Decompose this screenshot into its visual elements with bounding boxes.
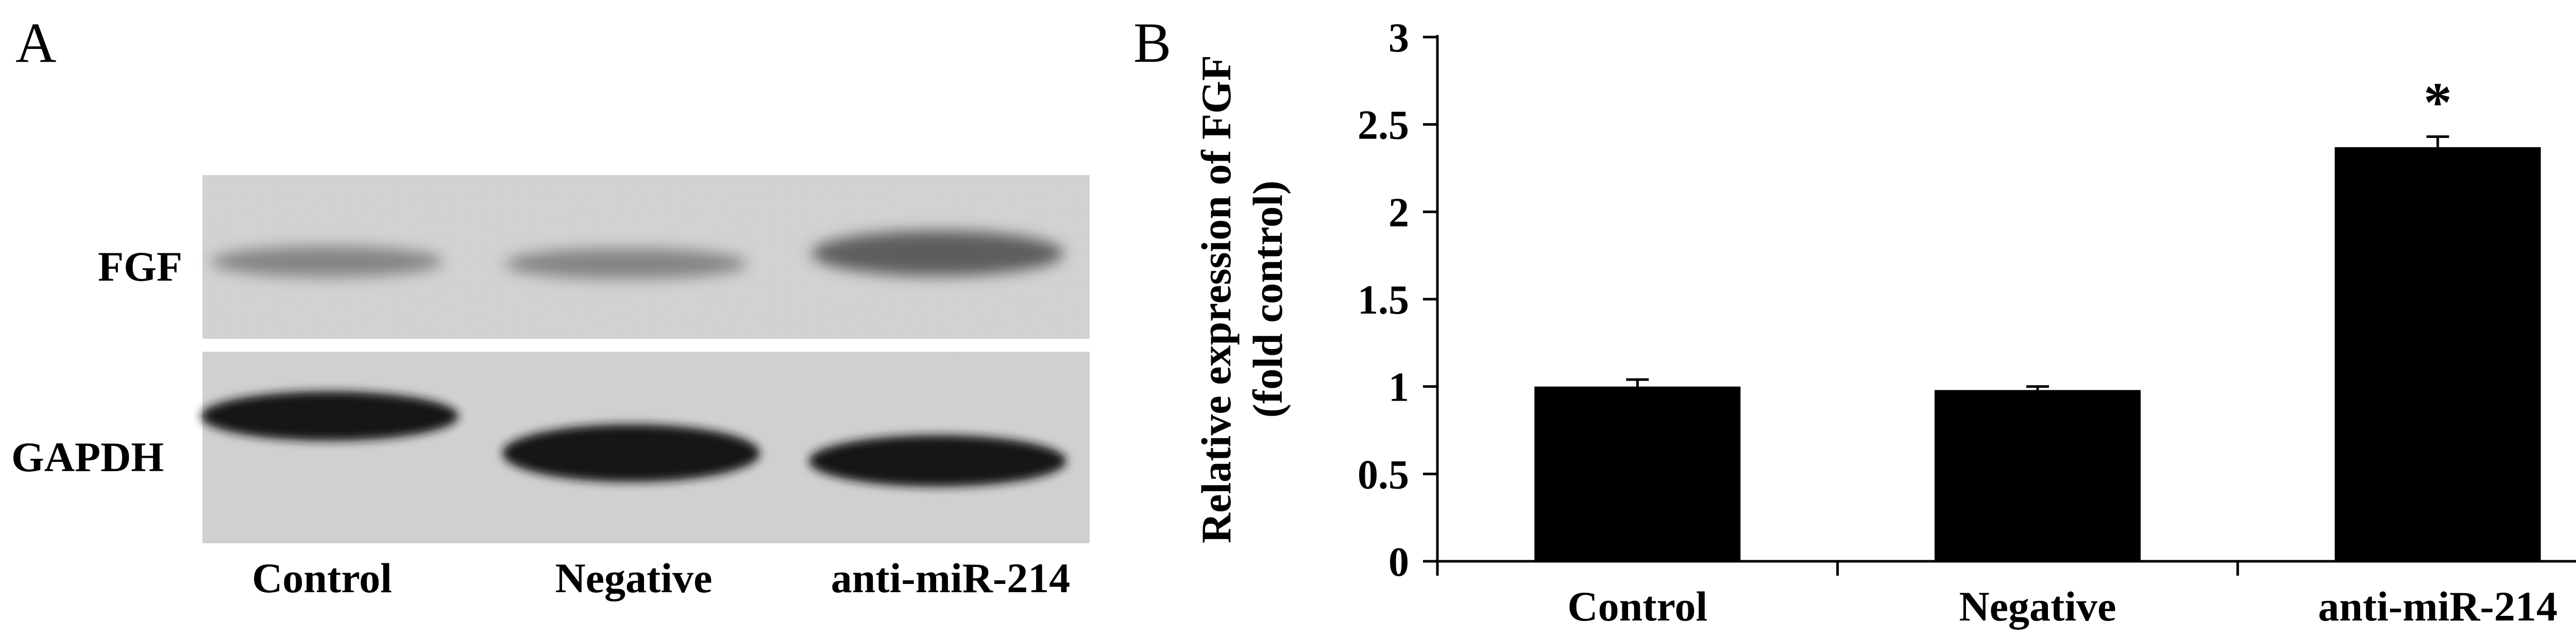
lane-label-negative: Negative	[555, 555, 712, 601]
x-tick-label: Negative	[1959, 583, 2116, 630]
y-tick-label: 3	[1388, 15, 1409, 61]
bar	[2334, 147, 2541, 561]
y-axis-title-line: (fold control)	[1244, 181, 1291, 418]
y-tick-label: 0.5	[1358, 452, 1409, 497]
x-tick-label: anti-miR-214	[2318, 583, 2557, 630]
y-tick-label: 2.5	[1358, 103, 1409, 148]
gapdh-blot	[201, 352, 1090, 543]
gapdh-band-anti-mir-214	[809, 435, 1066, 487]
bar	[1935, 390, 2141, 561]
row-label-gapdh: GAPDH	[11, 434, 164, 480]
y-tick-label: 2	[1388, 190, 1409, 235]
fgf-blot	[202, 175, 1090, 339]
bar-chart: 0 0.5 1 1.5 2 2.5 3 Relative expression of FGF(…	[1193, 15, 2576, 630]
fgf-band-control	[211, 246, 443, 277]
lane-label-control: Control	[252, 555, 392, 601]
lane-label-anti-mir-214: anti-miR-214	[831, 555, 1071, 601]
panel-a-letter: A	[15, 11, 56, 74]
y-tick-label: 0	[1388, 540, 1409, 585]
fgf-band-negative	[505, 248, 747, 279]
panel-b-letter: B	[1133, 11, 1171, 74]
fgf-band-anti-mir-214	[811, 231, 1064, 276]
significance-marker: *	[2424, 71, 2452, 133]
panel-a: A FGF GAPDH Control Negative anti-miR-21…	[11, 11, 1090, 601]
y-tick-label: 1.5	[1358, 278, 1409, 323]
row-label-fgf: FGF	[98, 243, 182, 290]
y-axis-title-line: Relative expression of FGF	[1193, 55, 1240, 543]
x-tick-label: Control	[1567, 583, 1707, 630]
gapdh-band-negative	[502, 424, 760, 482]
panel-b: B 0 0.5 1 1.5 2 2.5 3 Relative expression of FG…	[1133, 11, 2576, 630]
y-tick-label: 1	[1388, 365, 1409, 410]
gapdh-band-control	[201, 391, 459, 441]
bar	[1534, 386, 1741, 561]
